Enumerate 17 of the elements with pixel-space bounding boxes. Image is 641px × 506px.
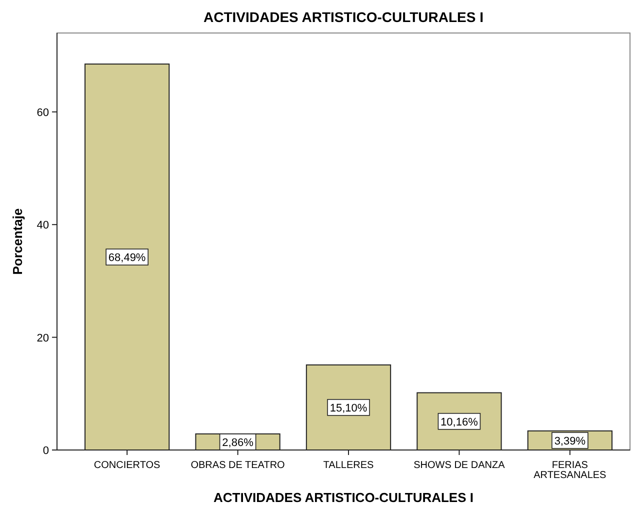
data-label: 2,86% <box>222 436 254 449</box>
y-tick-label: 20 <box>36 332 49 344</box>
y-tick-label: 40 <box>36 220 49 232</box>
y-tick-label: 60 <box>36 106 49 119</box>
data-label: 3,39% <box>554 435 586 448</box>
x-tick-label: SHOWS DE DANZA <box>414 460 506 471</box>
data-label: 68,49% <box>108 252 146 264</box>
data-label: 10,16% <box>440 416 478 428</box>
x-axis-title: ACTIVIDADES ARTISTICO-CULTURALES I <box>214 490 474 505</box>
x-tick-label: FERIAS ARTESANALES <box>534 460 607 481</box>
x-tick-label: TALLERES <box>323 460 374 471</box>
data-label: 15,10% <box>330 402 368 414</box>
y-tick-label: 0 <box>42 445 49 457</box>
x-tick-label: CONCIERTOS <box>94 460 161 471</box>
x-tick-label: OBRAS DE TEATRO <box>190 460 286 471</box>
y-axis-title: Porcentaje <box>10 208 25 275</box>
chart-title: ACTIVIDADES ARTISTICO-CULTURALES I <box>204 9 484 25</box>
